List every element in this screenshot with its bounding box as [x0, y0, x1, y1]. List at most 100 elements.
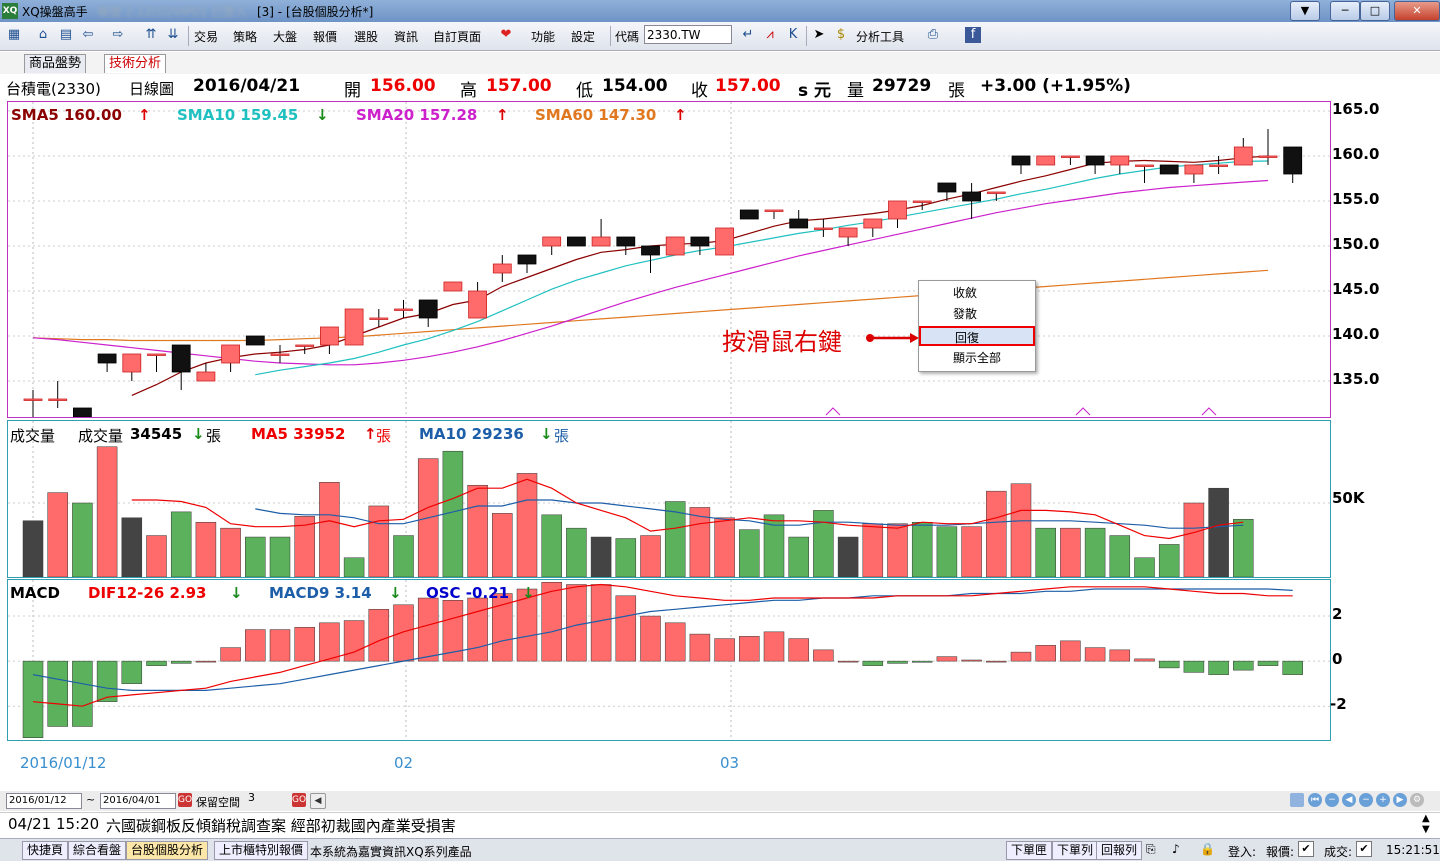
zoom-box-icon[interactable]	[1290, 793, 1304, 807]
lock-icon[interactable]: 🔒	[1200, 842, 1215, 856]
home-icon[interactable]: ⌂	[38, 27, 48, 42]
statusbar-tab-overview[interactable]: 綜合看盤	[68, 841, 127, 860]
candle-body	[23, 398, 43, 401]
menu-screener[interactable]: 選股	[354, 30, 379, 44]
volume-unit: 張	[948, 81, 965, 101]
analysis-tools-menu[interactable]: 分析工具	[856, 30, 905, 44]
order-row-button[interactable]: 下單列	[1052, 841, 1099, 860]
go-button-1[interactable]: GO	[178, 793, 193, 807]
menu-market[interactable]: 大盤	[273, 30, 298, 44]
menu-strategy[interactable]: 策略	[233, 30, 258, 44]
minimize-icon[interactable]: ─	[1330, 1, 1360, 21]
statusbar-tab-shortcut[interactable]: 快捷頁	[22, 841, 69, 860]
forward-arrow-icon[interactable]: ⇨	[112, 27, 124, 42]
macd-chart[interactable]	[8, 580, 1330, 740]
candle-body	[838, 227, 858, 238]
page-icon[interactable]: ▤	[59, 27, 73, 42]
volume-down-arrow-icon: ↓	[192, 425, 205, 443]
osc-bar	[146, 660, 167, 666]
statusbar-tab-stock-analysis[interactable]: 台股個股分析	[126, 841, 209, 860]
login-label: 登入:	[1228, 845, 1257, 859]
heart-icon[interactable]: ❤	[500, 27, 512, 42]
news-scroll-icon[interactable]: ▲ ▼	[1422, 813, 1430, 835]
printer-icon[interactable]: ⎙	[927, 27, 939, 42]
volume-bar	[887, 523, 908, 577]
maximize-icon[interactable]: □	[1360, 1, 1390, 21]
menu-item-diverge[interactable]: 發散	[953, 307, 978, 321]
chart-period[interactable]: 日線圖	[129, 80, 175, 98]
reserve-space-value[interactable]: 3	[248, 791, 255, 804]
candle-body	[690, 236, 710, 247]
back-arrow-icon[interactable]: ⇦	[82, 27, 94, 42]
osc-bar	[1208, 660, 1229, 675]
menu-trade[interactable]: 交易	[194, 30, 219, 44]
menu-item-restore[interactable]: 回復	[919, 326, 1035, 346]
scroll-down-icon[interactable]: ⇊	[167, 27, 179, 42]
menu-item-converge[interactable]: 收斂	[953, 286, 978, 300]
osc-bar	[72, 660, 93, 727]
osc-bar	[1233, 660, 1254, 671]
zoom-out-icon[interactable]: −	[1359, 793, 1373, 807]
quote-checkbox-icon[interactable]: ✔	[1298, 841, 1314, 857]
close-icon[interactable]: ✕	[1394, 1, 1440, 21]
volume-bar	[986, 490, 1007, 577]
menu-item-show-all[interactable]: 顯示全部	[953, 351, 1002, 365]
menu-custom-page[interactable]: 自訂頁面	[433, 30, 482, 44]
scroll-up-icon[interactable]: ⇈	[145, 27, 157, 42]
candle	[23, 390, 43, 417]
k-icon[interactable]: K	[788, 27, 798, 42]
tab-technical-analysis[interactable]: 技術分析	[104, 54, 167, 73]
candle	[814, 219, 833, 237]
scroll-left-icon[interactable]: ◀	[310, 793, 326, 809]
macd-chart-panel[interactable]: MACD DIF12-26 2.93 ↓ MACD9 3.14 ↓ OSC -0…	[7, 579, 1331, 741]
news-headline[interactable]: 六國碳鋼板反傾銷稅調查案 經部初裁國內產業受損害	[106, 817, 456, 835]
osc-bar	[1084, 647, 1106, 662]
symbol-code-input[interactable]	[644, 25, 732, 44]
sma20-marker	[1075, 407, 1091, 416]
end-date-select[interactable]: 2016/04/01	[100, 793, 176, 809]
chart-icon[interactable]: ⩘	[766, 27, 774, 42]
order-box-button[interactable]: 下單匣	[1006, 841, 1053, 860]
news-ticker[interactable]: 04/21 15:20 六國碳鋼板反傾銷稅調查案 經部初裁國內產業受損害 ▲ ▼	[0, 812, 1440, 835]
cursor-icon[interactable]: ➤	[813, 27, 825, 42]
menu-quote[interactable]: 報價	[313, 30, 338, 44]
candle	[912, 200, 932, 210]
enter-icon[interactable]: ↵	[742, 27, 754, 42]
menu-settings[interactable]: 設定	[571, 30, 596, 44]
volume-bar	[640, 535, 661, 577]
candle-body	[1085, 155, 1105, 166]
volume-chart-panel[interactable]: 成交量 成交量 34545 ↓ 張 MA5 33952 ↑ 張 MA10 292…	[7, 420, 1331, 578]
price-axis-tick: 150.0	[1332, 235, 1380, 253]
zoom-first-icon[interactable]: ⏮	[1308, 793, 1322, 807]
grid-icon[interactable]: ▦	[7, 27, 21, 42]
volume-speaker-icon[interactable]: ♪	[1172, 842, 1180, 856]
candle	[48, 381, 68, 408]
restore-down-icon[interactable]: ▼	[1290, 1, 1320, 21]
osc-bar	[986, 660, 1007, 663]
price-chart-panel[interactable]: SMA5 160.00 ↑ SMA10 159.45 ↓ SMA20 157.2…	[7, 101, 1331, 418]
report-row-button[interactable]: 回報列	[1096, 841, 1143, 860]
zoom-prev-icon[interactable]: −	[1325, 793, 1339, 807]
menu-info[interactable]: 資訊	[394, 30, 419, 44]
go-button-2[interactable]: GO	[292, 793, 307, 807]
scroll-prev-icon[interactable]: ◀	[1342, 793, 1356, 807]
tab-product-overview[interactable]: 商品盤勢	[24, 54, 87, 73]
settings-gear-icon[interactable]: ⚙	[1410, 793, 1424, 807]
candle	[1233, 138, 1253, 166]
statusbar-tab-special-quotes[interactable]: 上市櫃特別報價	[214, 841, 309, 860]
facebook-icon[interactable]: f	[965, 27, 981, 43]
start-date-select[interactable]: 2016/01/12	[6, 793, 82, 809]
zoom-in-icon[interactable]: +	[1376, 793, 1390, 807]
price-axis-tick: 140.0	[1332, 325, 1380, 343]
network-icon: ⎘	[1146, 842, 1156, 856]
dollar-icon[interactable]: $	[836, 27, 846, 42]
code-label: 代碼	[615, 30, 640, 44]
menu-function[interactable]: 功能	[531, 30, 556, 44]
volume-bar	[170, 511, 192, 577]
trade-checkbox-icon[interactable]: ✔	[1356, 841, 1372, 857]
volume-bar-chart[interactable]	[8, 421, 1330, 577]
scroll-next-icon[interactable]: ▶	[1393, 793, 1407, 807]
volume-current: 34545	[130, 425, 183, 443]
candlestick-chart[interactable]	[8, 102, 1330, 417]
sma60-up-arrow-icon: ↑	[674, 106, 687, 124]
